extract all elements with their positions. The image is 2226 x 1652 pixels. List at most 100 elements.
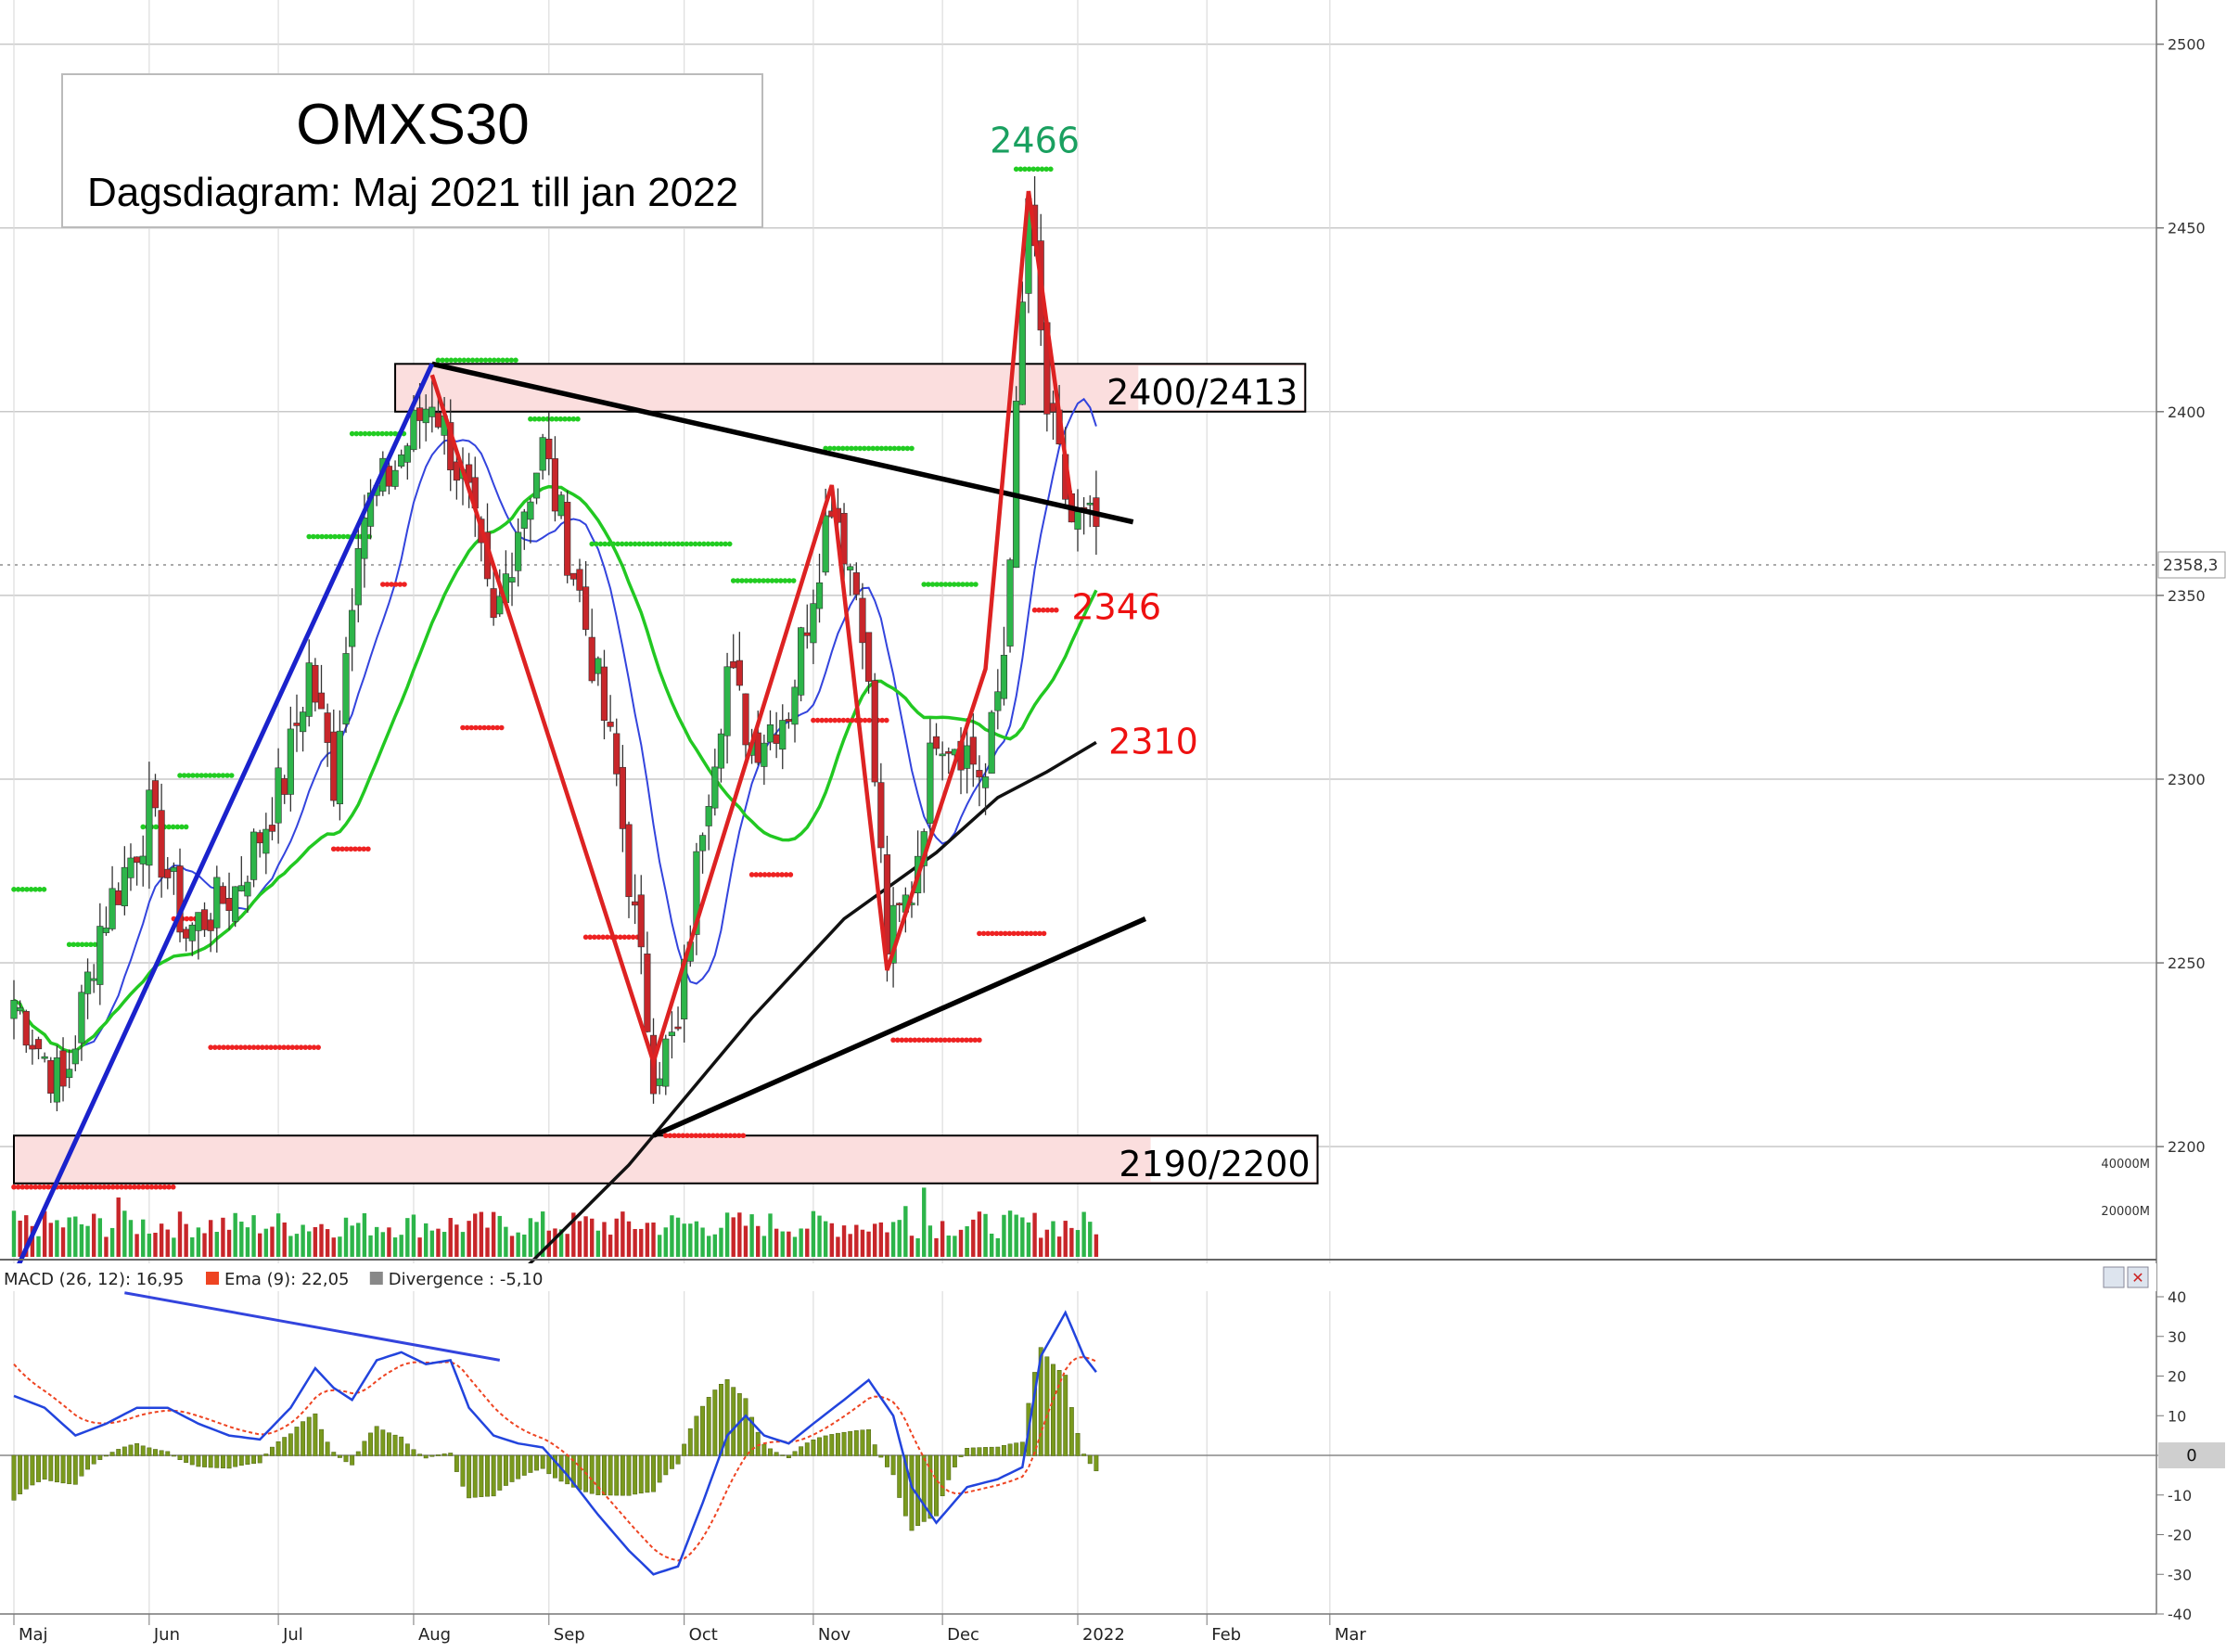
divergence-bar: [362, 1441, 367, 1456]
sr-dot: [289, 1044, 296, 1050]
sr-dot: [119, 1184, 124, 1190]
sr-dot: [153, 824, 159, 830]
divergence-bar: [743, 1398, 748, 1456]
sr-dot: [1019, 930, 1026, 937]
divergence-bar: [983, 1447, 988, 1456]
volume-bar: [325, 1229, 330, 1257]
candle-body: [22, 1011, 30, 1046]
sr-dot: [600, 934, 606, 941]
sr-dot: [736, 1133, 742, 1139]
sr-dot: [340, 533, 347, 540]
candle-body: [34, 1039, 43, 1050]
divergence-bar: [36, 1454, 41, 1482]
sr-dot: [1002, 930, 1008, 937]
candle-body: [939, 753, 946, 757]
macd-tick-label: 10: [2168, 1407, 2186, 1425]
sr-dot: [921, 582, 928, 587]
divergence-bar: [958, 1454, 964, 1457]
divergence-bar: [614, 1454, 620, 1496]
volume-bar: [172, 1237, 176, 1257]
sr-dot: [658, 541, 664, 547]
sr-dot: [954, 1037, 961, 1044]
sr-dot: [353, 430, 360, 437]
candle-body: [520, 511, 528, 529]
sr-dot: [464, 724, 470, 731]
volume-bar: [995, 1237, 1000, 1257]
sr-dot: [109, 1184, 116, 1190]
macd-legend-item: Ema (9): 22,05: [224, 1270, 349, 1289]
sr-dot: [348, 846, 354, 852]
sr-dot: [114, 1184, 121, 1190]
divergence-bar: [220, 1454, 225, 1468]
sr-dot: [474, 357, 480, 364]
divergence-bar: [91, 1454, 96, 1465]
sr-dot: [719, 1133, 724, 1139]
sr-dot: [887, 445, 893, 452]
sr-dot: [740, 1133, 747, 1139]
volume-bar: [614, 1218, 619, 1257]
volume-bar: [491, 1211, 496, 1257]
sr-dot: [177, 773, 183, 778]
candle-body: [564, 502, 571, 576]
divergence-bar: [841, 1431, 847, 1456]
sr-dot: [314, 533, 321, 540]
sr-dot: [361, 846, 367, 852]
sr-dot: [79, 941, 85, 948]
sr-dot: [641, 541, 646, 547]
sr-dot: [19, 887, 26, 892]
sr-dot: [899, 1037, 905, 1044]
sr-dot: [783, 872, 789, 877]
sr-dot: [878, 445, 885, 452]
divergence-bar: [72, 1454, 78, 1485]
volume-bar: [989, 1233, 994, 1257]
sr-dot: [224, 773, 230, 778]
volume-bar: [331, 1237, 336, 1257]
sr-dot: [315, 1044, 321, 1050]
macd-tick-label: -30: [2168, 1566, 2192, 1583]
title-box: OMXS30 Dagsdiagram: Maj 2021 till jan 20…: [61, 73, 763, 228]
candle-body: [730, 660, 737, 669]
volume-bar: [504, 1226, 508, 1257]
volume-bar: [239, 1222, 244, 1257]
candle-body: [613, 733, 620, 775]
sr-dot: [619, 541, 625, 547]
divergence-bar: [633, 1454, 638, 1495]
divergence-bar: [965, 1448, 970, 1456]
macd-panel[interactable]: MACD (26, 12): 16,95 Ema (9): 22,05 Diverg…: [0, 1263, 2225, 1623]
divergence-bar: [1056, 1370, 1062, 1456]
sr-dot: [456, 357, 463, 364]
sr-dot: [726, 541, 733, 547]
sr-dot: [15, 1184, 21, 1190]
sr-dot: [730, 578, 736, 583]
divergence-bar: [1032, 1372, 1038, 1456]
candle-body: [268, 825, 276, 832]
divergence-bar: [1038, 1347, 1043, 1456]
divergence-bar: [952, 1454, 957, 1467]
volume-bar: [362, 1212, 367, 1257]
volume-bar: [301, 1224, 305, 1257]
sr-dot: [1049, 607, 1055, 613]
sr-dot: [951, 582, 957, 587]
sr-dot: [453, 357, 458, 364]
candle-body: [674, 1026, 682, 1030]
sr-dot: [758, 872, 763, 877]
sr-dot: [460, 724, 466, 731]
volume-bar: [282, 1222, 287, 1257]
candle-body: [17, 1006, 24, 1012]
sr-dot: [285, 1044, 291, 1050]
divergence-bar: [11, 1454, 17, 1501]
time-axis[interactable]: Maj Jun Jul Aug Sep Oct Nov Dec 2022 Feb Mar: [0, 1613, 2156, 1645]
sr-dot: [358, 430, 364, 437]
divergence-bar: [497, 1454, 503, 1491]
sr-dot: [654, 541, 659, 547]
close-icon: ✕: [2131, 1269, 2143, 1287]
candle-body: [151, 780, 160, 809]
divergence-bar: [184, 1454, 189, 1463]
sr-dot: [630, 934, 636, 941]
volume-bar: [983, 1213, 988, 1257]
divergence-bar: [1075, 1432, 1081, 1456]
divergence-bar: [534, 1454, 539, 1471]
divergence-bar: [448, 1453, 454, 1456]
sr-dot: [761, 578, 766, 583]
